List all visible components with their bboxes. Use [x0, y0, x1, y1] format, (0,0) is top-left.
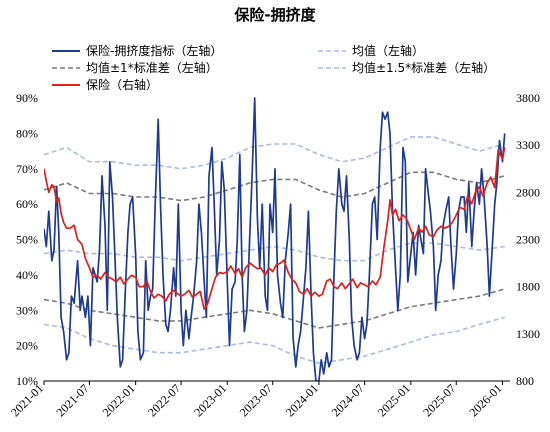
y-left-tick-label: 60%: [16, 197, 38, 211]
y-left-tick-label: 40%: [16, 268, 38, 282]
x-tick-label: 2024-01: [283, 381, 321, 419]
series-line-2: [44, 242, 505, 262]
y-left-tick-label: 20%: [16, 339, 38, 353]
x-tick-label: 2021-07: [53, 381, 91, 419]
x-tick-label: 2023-01: [191, 381, 229, 419]
y-left-tick-label: 70%: [16, 162, 38, 176]
axes: 10% 20% 30% 40% 50% 60% 70% 80% 90% 800 1300 1800 23…: [8, 91, 540, 419]
y-right-tick-label: 2800: [516, 185, 540, 199]
legend-label: 均值±1*标准差（左轴）: [86, 60, 218, 75]
y-left-tick-label: 80%: [16, 126, 38, 140]
series-line-1: [44, 146, 506, 311]
y-right-tick-label: 3800: [516, 91, 540, 105]
y-right-tick-label: 3300: [516, 138, 540, 152]
y-left-tick-label: 30%: [16, 303, 38, 317]
x-tick-label: 2026-01: [466, 381, 504, 419]
y-right-tick-label: 800: [516, 374, 534, 388]
y-left-tick-label: 10%: [16, 374, 38, 388]
y-right-tick-label: 2300: [516, 233, 540, 247]
x-tick-label: 2022-07: [145, 381, 183, 419]
y-right-tick-label: 1800: [516, 280, 540, 294]
legend: 保险-拥挤度指标（左轴） 均值（左轴） 均值±1*标准差（左轴） 均值±1.5*标准差…: [52, 43, 495, 92]
y-left-tick-label: 90%: [16, 91, 38, 105]
legend-label: 保险（右轴）: [86, 77, 158, 92]
series-line-0: [44, 97, 506, 381]
chart-title: 保险-拥挤度: [233, 6, 316, 24]
x-tick-label: 2023-07: [237, 381, 275, 419]
y-right-tick-label: 1300: [516, 327, 540, 341]
legend-label: 均值±1.5*标准差（左轴）: [352, 60, 495, 75]
x-tick-label: 2025-07: [420, 381, 458, 419]
series-line-4: [44, 136, 505, 170]
plot-area: [44, 97, 506, 381]
series-line-4-lower: [44, 316, 505, 365]
x-tick-label: 2024-07: [329, 381, 367, 419]
y-left-tick-label: 50%: [16, 233, 38, 247]
x-tick-label: 2025-01: [375, 381, 413, 419]
legend-label: 均值（左轴）: [352, 43, 424, 58]
x-tick-label: 2022-01: [100, 381, 138, 419]
legend-label: 保险-拥挤度指标（左轴）: [86, 43, 222, 58]
